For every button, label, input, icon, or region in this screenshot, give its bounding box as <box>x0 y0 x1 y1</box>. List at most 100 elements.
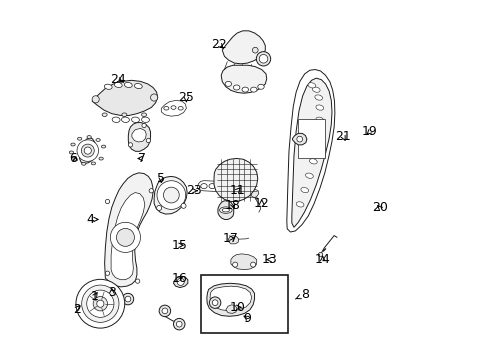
Ellipse shape <box>81 162 86 165</box>
Polygon shape <box>108 294 117 302</box>
Circle shape <box>212 300 218 306</box>
Ellipse shape <box>219 207 232 213</box>
Text: 11: 11 <box>229 184 244 197</box>
Text: 23: 23 <box>186 184 202 197</box>
Ellipse shape <box>217 184 224 189</box>
Text: 14: 14 <box>314 253 330 266</box>
Circle shape <box>296 136 302 142</box>
Circle shape <box>176 321 182 327</box>
Polygon shape <box>132 129 146 142</box>
Circle shape <box>177 278 184 285</box>
Ellipse shape <box>71 143 75 146</box>
Ellipse shape <box>101 145 105 148</box>
Circle shape <box>116 228 134 246</box>
Text: 19: 19 <box>362 125 377 138</box>
Circle shape <box>84 147 91 154</box>
Ellipse shape <box>99 157 103 160</box>
Ellipse shape <box>234 184 241 189</box>
Ellipse shape <box>309 159 317 164</box>
Polygon shape <box>210 286 251 311</box>
Circle shape <box>162 308 167 314</box>
Polygon shape <box>128 123 150 151</box>
Ellipse shape <box>312 87 320 92</box>
Circle shape <box>157 181 185 210</box>
Polygon shape <box>173 276 187 288</box>
Ellipse shape <box>226 184 232 189</box>
Text: 10: 10 <box>229 301 245 314</box>
Polygon shape <box>104 173 153 287</box>
Ellipse shape <box>307 83 315 88</box>
Ellipse shape <box>222 208 229 212</box>
Ellipse shape <box>315 105 323 110</box>
Text: 9: 9 <box>243 311 251 325</box>
Polygon shape <box>230 254 256 270</box>
Ellipse shape <box>114 82 122 87</box>
Ellipse shape <box>112 117 120 122</box>
Text: 12: 12 <box>253 197 269 210</box>
Circle shape <box>150 94 158 101</box>
Circle shape <box>159 305 170 317</box>
Polygon shape <box>80 138 96 163</box>
Circle shape <box>77 140 99 161</box>
Ellipse shape <box>122 113 126 117</box>
Circle shape <box>149 189 153 193</box>
Circle shape <box>146 138 150 143</box>
Ellipse shape <box>73 158 78 161</box>
Polygon shape <box>206 283 254 316</box>
Text: 22: 22 <box>211 38 227 51</box>
Text: 16: 16 <box>171 272 187 285</box>
Ellipse shape <box>104 84 112 89</box>
Ellipse shape <box>178 107 183 110</box>
Ellipse shape <box>250 87 257 92</box>
Ellipse shape <box>102 113 107 117</box>
Circle shape <box>163 187 179 203</box>
Circle shape <box>86 290 114 318</box>
Ellipse shape <box>142 113 146 117</box>
Ellipse shape <box>142 117 149 122</box>
Polygon shape <box>222 31 265 64</box>
Ellipse shape <box>87 136 91 139</box>
Circle shape <box>156 206 162 211</box>
Ellipse shape <box>314 95 322 100</box>
Polygon shape <box>154 176 187 214</box>
Polygon shape <box>291 78 331 227</box>
Polygon shape <box>161 100 186 116</box>
Ellipse shape <box>242 87 248 92</box>
Ellipse shape <box>312 144 320 150</box>
Circle shape <box>110 222 140 252</box>
Text: 21: 21 <box>335 130 351 144</box>
Text: 7: 7 <box>138 152 146 165</box>
Text: 2: 2 <box>73 303 81 316</box>
Circle shape <box>209 297 221 309</box>
Polygon shape <box>225 305 237 314</box>
Circle shape <box>318 252 322 257</box>
Ellipse shape <box>201 184 207 189</box>
Circle shape <box>105 271 109 275</box>
Circle shape <box>142 123 146 128</box>
Circle shape <box>256 51 270 66</box>
Circle shape <box>76 279 124 328</box>
Circle shape <box>259 54 267 63</box>
Ellipse shape <box>300 188 308 193</box>
Polygon shape <box>214 158 257 202</box>
Polygon shape <box>80 302 89 311</box>
Ellipse shape <box>257 84 264 89</box>
Bar <box>297 119 324 158</box>
Text: 24: 24 <box>110 73 126 86</box>
Ellipse shape <box>131 117 139 122</box>
Circle shape <box>250 262 255 267</box>
Text: 13: 13 <box>261 253 277 266</box>
Ellipse shape <box>134 84 142 89</box>
Ellipse shape <box>96 139 100 141</box>
Ellipse shape <box>163 107 168 110</box>
Text: 3: 3 <box>108 287 116 300</box>
Ellipse shape <box>315 117 323 122</box>
Bar <box>201 275 287 333</box>
Polygon shape <box>292 134 306 145</box>
Ellipse shape <box>171 106 176 109</box>
Ellipse shape <box>233 85 239 90</box>
Ellipse shape <box>121 117 129 122</box>
Text: 4: 4 <box>86 213 98 226</box>
Circle shape <box>128 143 132 147</box>
Text: 8: 8 <box>295 288 308 301</box>
